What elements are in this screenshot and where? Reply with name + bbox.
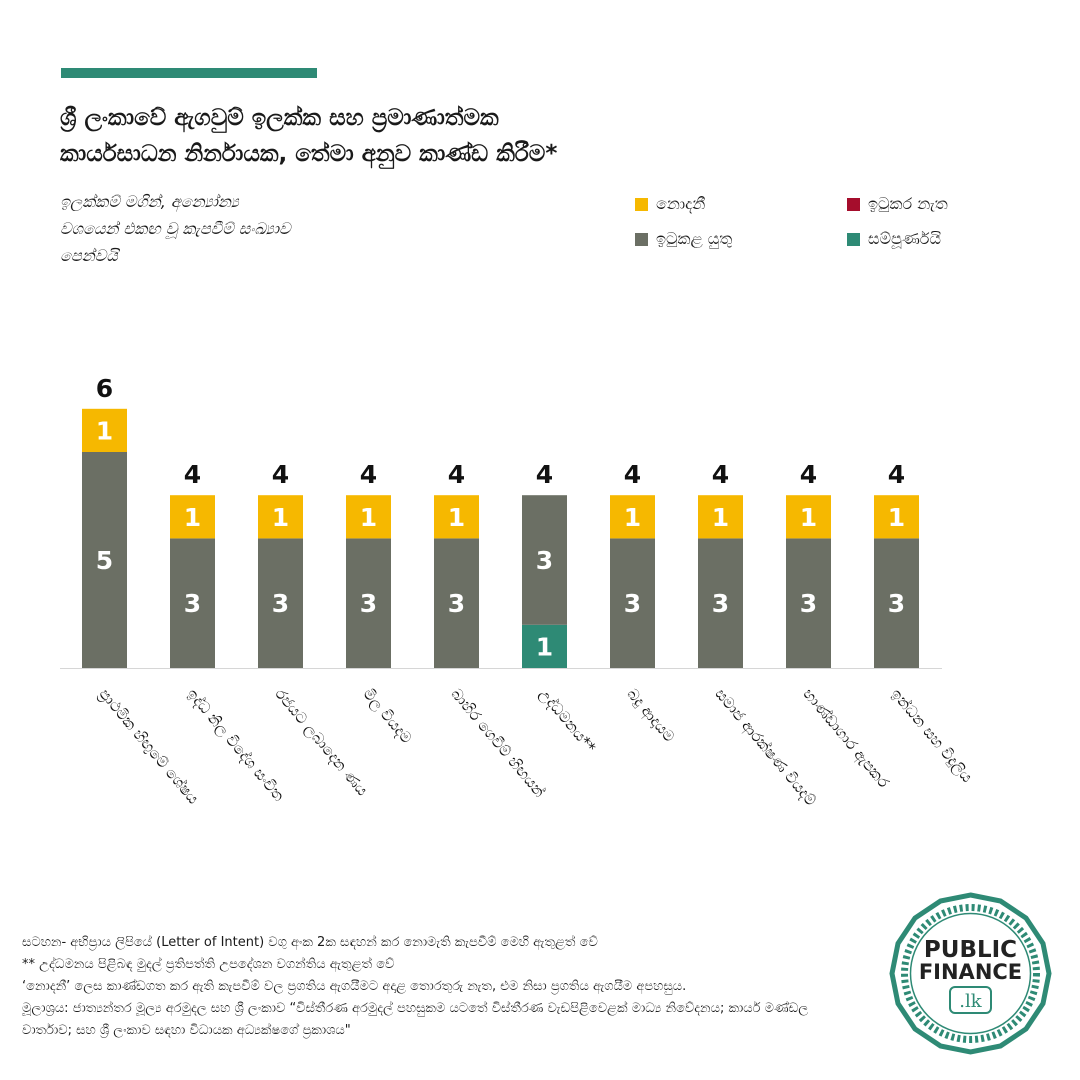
legend-swatch-icon — [635, 232, 648, 246]
legend-label: නොදනී — [656, 194, 706, 213]
bar-total-label: 4 — [536, 460, 553, 489]
bar-segment — [434, 538, 479, 668]
category-label: ප්‍රාථමික හිඟුමේ ශේෂය — [95, 685, 203, 809]
category-label: ඉද්ධ නිල විදේශ සංචිත — [183, 685, 288, 805]
legend-swatch-icon — [847, 232, 860, 246]
legend-item-complete: සම්පූර්ණයි — [847, 229, 941, 249]
bar-segment-label: 3 — [624, 589, 641, 618]
category-label: ඉන්ධන සහ විදුලිය — [887, 685, 976, 786]
category-label: භාණ්ඩාගාර ඇපකර — [799, 685, 893, 792]
bar-segment-label: 3 — [184, 589, 201, 618]
bar-total-label: 4 — [888, 460, 905, 489]
category-label: බදු ආදායම — [623, 685, 679, 747]
bar-segment-label: 1 — [272, 503, 289, 532]
bar-segment-label: 3 — [800, 589, 817, 618]
bar-segment-label: 3 — [536, 546, 553, 575]
bar-segment — [522, 624, 567, 668]
logo-word-finance: FINANCE — [919, 960, 1022, 984]
bar-segment — [82, 408, 127, 452]
bar-total-label: 6 — [96, 374, 113, 403]
bar-segment — [170, 495, 215, 539]
category-label: සමාජ ආරක්ෂණ වියදම් — [711, 685, 820, 810]
bar-segment — [610, 538, 655, 668]
bar-segment — [82, 452, 127, 668]
bar-total-label: 4 — [800, 460, 817, 489]
bar-segment — [346, 538, 391, 668]
legend-swatch-icon — [847, 197, 860, 211]
bar-total-label: 4 — [272, 460, 289, 489]
subtitle-line-3: පෙන්වයි — [60, 246, 118, 265]
bar-segment-label: 1 — [888, 503, 905, 532]
chart-title: ශ්‍රී ලංකාවේ ඇගවුම් ඉලක්ක සහ ප්‍රමාණාත්ම… — [60, 100, 820, 172]
bar-segment — [698, 538, 743, 668]
bar-segment-label: 1 — [448, 503, 465, 532]
footnote-line-1: සටහන- අභිප්‍රාය ලිපියේ (Letter of Intent… — [22, 935, 598, 950]
bar-total-label: 4 — [448, 460, 465, 489]
bar-segment — [610, 495, 655, 539]
accent-bar — [61, 68, 317, 78]
bar-segment-label: 3 — [888, 589, 905, 618]
bar-segment-label: 5 — [96, 546, 113, 575]
legend-label: ඉටුකළ යුතු — [656, 229, 733, 248]
category-label: මිල වියදම — [359, 685, 415, 747]
category-label: රජයට ලබාදෙන ණය — [271, 685, 371, 799]
legend-item-not-met: ඉටුකර නැත — [847, 194, 948, 214]
bar-segment-label: 1 — [96, 416, 113, 445]
bar-segment — [258, 495, 303, 539]
bar-segment-label: 3 — [360, 589, 377, 618]
bar-total-label: 4 — [360, 460, 377, 489]
subtitle-line-2: වශයෙන් එකඟ වූ කැපවීම් සංඛ්‍යාව — [60, 219, 291, 238]
bar-segment-label: 3 — [448, 589, 465, 618]
bar-total-label: 4 — [712, 460, 729, 489]
footnote-line-2: ** උද්ධමනය පිළිබඳ මුදල් ප්‍රතිපත්ති උපදේ… — [22, 957, 395, 972]
title-line-2: කාර්යසාධන නිර්නායක, තේමා අනුව කාණ්ඩ කිරී… — [60, 141, 558, 167]
category-label: බාහිර ගෙවීම් හිඟයන් — [447, 685, 548, 801]
bar-segment — [874, 538, 919, 668]
bar-segment-label: 1 — [712, 503, 729, 532]
subtitle-line-1: ඉලක්කම් මගින්, අන්‍යෝන්‍ය — [60, 192, 239, 211]
public-finance-logo: PUBLIC FINANCE .lk — [889, 892, 1052, 1055]
legend-item-unknown: නොදනී — [635, 194, 705, 214]
stacked-bar-chart: 5 1 6 ප්‍රාථමික හිඟුමේ ශේෂය 3 1 4 ඉද්ධ නිල විදේ… — [60, 374, 976, 810]
bar-segment-label: 1 — [360, 503, 377, 532]
bar-segment-label: 1 — [800, 503, 817, 532]
bar-segment — [258, 538, 303, 668]
bar-segment-label: 1 — [184, 503, 201, 532]
bar-segment-label: 3 — [272, 589, 289, 618]
title-line-1: ශ්‍රී ලංකාවේ ඇගවුම් ඉලක්ක සහ ප්‍රමාණාත්ම… — [60, 105, 499, 131]
bar-segment — [698, 495, 743, 539]
bar-total-label: 4 — [624, 460, 641, 489]
logo-pattern-ring — [901, 904, 1040, 1043]
logo-inner-disc — [909, 912, 1032, 1035]
category-label: උද්ධමනය** — [535, 685, 599, 757]
bar-segment — [434, 495, 479, 539]
bar-segment-label: 1 — [536, 632, 553, 661]
legend-label: සම්පූර්ණයි — [868, 229, 941, 248]
legend-item-pending: ඉටුකළ යුතු — [635, 229, 732, 249]
chart-subtitle: ඉලක්කම් මගින්, අන්‍යෝන්‍ය වශයෙන් එකඟ වූ … — [60, 188, 420, 269]
bar-segment — [786, 495, 831, 539]
bar-segment-label: 3 — [712, 589, 729, 618]
footnote-line-3: ‘නොදනී’ ලෙස කාණ්ඩගත කර ඇති කැපවීම් වල ප්… — [22, 979, 687, 994]
footnote: සටහන- අභිප්‍රාය ලිපියේ (Letter of Intent… — [22, 932, 862, 1042]
logo-word-public: PUBLIC — [924, 937, 1017, 963]
bar-segment — [522, 495, 567, 625]
footnote-line-4: මූලාශ්‍රය: ජාත්‍යන්තර මූල්‍ය අරමුදල සහ ශ… — [22, 1001, 809, 1038]
bar-segment — [170, 538, 215, 668]
bar-segment — [874, 495, 919, 539]
bar-segment-label: 1 — [624, 503, 641, 532]
bar-total-label: 4 — [184, 460, 201, 489]
bar-segment — [786, 538, 831, 668]
bar-segment — [346, 495, 391, 539]
legend-label: ඉටුකර නැත — [868, 194, 948, 213]
logo-outer-badge — [889, 892, 1052, 1055]
logo-domain: .lk — [959, 991, 982, 1012]
logo-domain-box — [949, 986, 992, 1014]
legend-swatch-icon — [635, 197, 648, 211]
